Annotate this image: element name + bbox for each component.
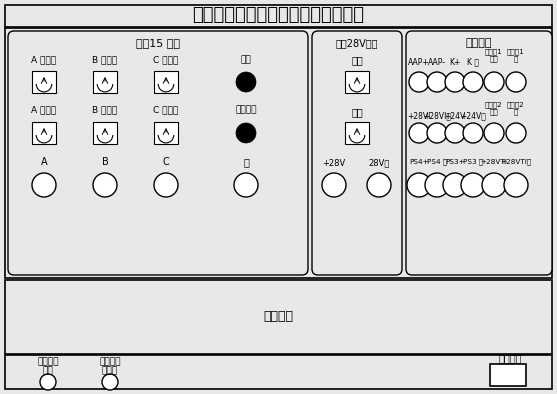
Text: 三相15 电源: 三相15 电源 [136,38,180,48]
Circle shape [463,72,483,92]
Text: PS3+: PS3+ [445,159,465,165]
Text: 测试电压: 测试电压 [37,357,58,366]
Bar [5,355,552,389]
Text: PS4 地: PS4 地 [427,159,447,165]
Text: 光电探测设备电源组件调试测试设备: 光电探测设备电源组件调试测试设备 [193,6,364,24]
Circle shape [409,72,429,92]
Text: 电子负载: 电子负载 [263,310,294,323]
Circle shape [93,173,117,197]
Text: 计时器1
控制: 计时器1 控制 [485,48,503,62]
Bar [154,71,178,93]
Circle shape [427,123,447,143]
Text: A 相电流: A 相电流 [31,106,57,115]
Text: +28VTI: +28VTI [481,159,507,165]
Circle shape [367,173,391,197]
Circle shape [506,123,526,143]
FancyBboxPatch shape [312,31,402,275]
Text: 电源开关: 电源开关 [499,353,522,363]
FancyBboxPatch shape [406,31,552,275]
Circle shape [482,173,506,197]
Bar [490,364,526,386]
Circle shape [322,173,346,197]
Text: +28V: +28V [323,158,346,167]
Bar [154,122,178,144]
Text: 测试电压: 测试电压 [99,357,121,366]
Text: AAP-: AAP- [428,58,446,67]
Text: C: C [163,157,169,167]
Text: 直流28V电源: 直流28V电源 [336,38,378,48]
Text: 检测信号: 检测信号 [466,38,492,48]
Bar [93,71,117,93]
Text: 录相: 录相 [241,56,251,65]
Text: C 相电流: C 相电流 [153,106,179,115]
Bar [345,71,369,93]
Text: K+: K+ [449,58,461,67]
Text: K 地: K 地 [467,58,479,67]
Text: 电流: 电流 [351,107,363,117]
Bar [93,122,117,144]
Text: 28V地: 28V地 [368,158,390,167]
Text: A 相电压: A 相电压 [31,56,57,65]
Text: 相序正常: 相序正常 [235,106,257,115]
Text: PS3 地: PS3 地 [463,159,483,165]
Circle shape [425,173,449,197]
Circle shape [461,173,485,197]
Text: 输出: 输出 [43,366,53,375]
Circle shape [154,173,178,197]
Text: B 相电压: B 相电压 [92,56,118,65]
Circle shape [407,173,431,197]
Circle shape [445,123,465,143]
Text: B 相电流: B 相电流 [92,106,118,115]
Text: A: A [41,157,47,167]
Text: +24V地: +24V地 [460,112,486,121]
Circle shape [236,123,256,143]
Circle shape [484,72,504,92]
Circle shape [236,72,256,92]
Circle shape [504,173,528,197]
Bar [32,71,56,93]
Text: +28VTI地: +28VTI地 [500,159,531,165]
Circle shape [484,123,504,143]
Circle shape [506,72,526,92]
Text: +24V: +24V [444,112,466,121]
Bar [5,28,552,278]
Bar [5,280,552,354]
Text: PS4+: PS4+ [409,159,429,165]
Circle shape [102,374,118,390]
Circle shape [234,173,258,197]
FancyBboxPatch shape [8,31,308,275]
Text: 电压: 电压 [351,55,363,65]
Text: B: B [101,157,109,167]
Circle shape [445,72,465,92]
Circle shape [443,173,467,197]
Circle shape [40,374,56,390]
Circle shape [427,72,447,92]
Text: +28VI地: +28VI地 [423,112,451,121]
Text: +28VI: +28VI [407,112,431,121]
Circle shape [409,123,429,143]
Text: AAP+: AAP+ [408,58,430,67]
Bar [345,122,369,144]
Bar [32,122,56,144]
Text: C 相电压: C 相电压 [153,56,179,65]
Text: 输出地: 输出地 [102,366,118,375]
Circle shape [463,123,483,143]
Text: 计时器1
地: 计时器1 地 [507,48,525,62]
Circle shape [32,173,56,197]
Text: 地: 地 [243,157,249,167]
Bar [5,5,552,27]
Text: 计时器2
控制: 计时器2 控制 [485,101,503,115]
Text: 计时器2
地: 计时器2 地 [507,101,525,115]
